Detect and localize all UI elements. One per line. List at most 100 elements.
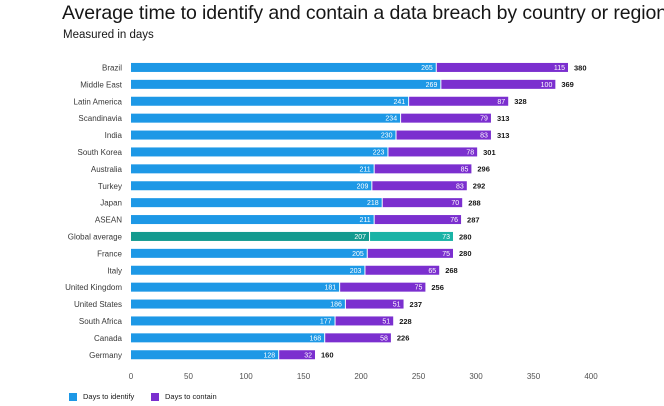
bar-row-latin-america: Latin America 241 87 328 — [74, 96, 527, 106]
bar-row-brazil: Brazil 265 115 380 — [102, 62, 587, 72]
bar-identify — [131, 147, 388, 157]
bar-identify — [131, 164, 374, 174]
bar-contain — [436, 62, 568, 72]
bar-contain — [340, 282, 426, 292]
total-label: 256 — [431, 283, 444, 292]
total-label: 301 — [483, 148, 496, 157]
category-label: Global average — [68, 232, 123, 241]
value-label-identify: 223 — [373, 149, 385, 156]
category-label: Middle East — [80, 80, 123, 89]
bar-contain — [374, 164, 472, 174]
value-label-identify: 211 — [359, 217, 370, 224]
value-label-identify: 207 — [354, 234, 366, 241]
bar-contain — [396, 130, 491, 140]
bar-identify — [131, 333, 325, 343]
legend-item-contain: Days to contain — [151, 392, 217, 401]
value-label-contain: 87 — [497, 99, 505, 106]
bar-identify — [131, 231, 370, 241]
x-tick-label: 350 — [527, 372, 541, 381]
value-label-identify: 168 — [310, 335, 322, 342]
bar-row-canada: Canada 168 58 226 — [94, 333, 409, 343]
value-label-identify: 265 — [421, 65, 433, 72]
value-label-identify: 234 — [385, 116, 397, 123]
value-label-identify: 211 — [359, 166, 370, 173]
legend-item-identify: Days to identify — [69, 392, 134, 401]
total-label: 288 — [468, 198, 481, 207]
bar-contain — [374, 215, 462, 225]
bar-identify — [131, 96, 409, 106]
value-label-contain: 78 — [466, 149, 474, 156]
category-label: Scandinavia — [78, 114, 122, 123]
total-label: 369 — [561, 80, 574, 89]
total-label: 287 — [467, 215, 480, 224]
x-tick-label: 250 — [412, 372, 426, 381]
bar-row-australia: Australia 211 85 296 — [91, 164, 490, 174]
total-label: 237 — [410, 300, 423, 309]
category-label: Brazil — [102, 63, 122, 72]
legend-swatch-identify — [69, 392, 77, 401]
bar-identify — [131, 248, 367, 258]
bar-row-germany: Germany 128 32 160 — [89, 350, 334, 360]
bar-identify — [131, 198, 382, 208]
bar-row-south-korea: South Korea 223 78 301 — [78, 147, 496, 157]
total-label: 228 — [399, 317, 412, 326]
value-label-contain: 76 — [450, 217, 458, 224]
category-label: Canada — [94, 334, 123, 343]
x-tick-label: 400 — [584, 372, 598, 381]
category-label: Japan — [100, 199, 122, 208]
value-label-identify: 203 — [350, 268, 362, 275]
x-tick-label: 300 — [469, 372, 483, 381]
bar-row-asean: ASEAN 211 76 287 — [95, 215, 480, 225]
total-label: 296 — [477, 165, 490, 174]
category-label: South Korea — [78, 148, 123, 157]
value-label-contain: 100 — [541, 82, 553, 89]
legend-swatch-contain — [151, 392, 159, 401]
category-label: India — [105, 131, 123, 140]
total-label: 313 — [497, 131, 510, 140]
bar-identify — [131, 62, 436, 72]
bar-identify — [131, 130, 396, 140]
bar-contain — [372, 181, 467, 191]
bar-contain — [279, 350, 315, 360]
x-axis: 0 50 100 150 200 250 300 350 400 — [129, 372, 598, 381]
value-label-contain: 115 — [554, 65, 565, 72]
value-label-contain: 75 — [442, 251, 450, 258]
bar-contain — [388, 147, 478, 157]
value-label-contain: 51 — [393, 302, 401, 309]
bar-row-india: India 230 83 313 — [105, 130, 510, 140]
bar-contain — [401, 113, 491, 123]
category-label: France — [97, 249, 122, 258]
value-label-contain: 75 — [415, 285, 423, 292]
value-label-identify: 128 — [264, 352, 276, 359]
bar-row-italy: Italy 203 65 268 — [107, 265, 458, 275]
value-label-identify: 205 — [352, 251, 364, 258]
value-label-identify: 177 — [320, 318, 332, 325]
bar-row-scandinavia: Scandinavia 234 79 313 — [78, 113, 510, 123]
bar-identify — [131, 282, 340, 292]
bar-row-france: France 205 75 280 — [97, 248, 472, 258]
legend-label-identify: Days to identify — [83, 392, 135, 401]
total-label: 313 — [497, 114, 510, 123]
bar-identify — [131, 299, 345, 309]
category-label: ASEAN — [95, 216, 122, 225]
bar-contain — [382, 198, 463, 208]
category-label: Australia — [91, 165, 123, 174]
bar-contain — [345, 299, 404, 309]
bar-row-middle-east: Middle East 269 100 369 — [80, 79, 574, 89]
bar-row-global-average: Global average 207 73 280 — [68, 231, 472, 241]
value-label-contain: 85 — [461, 166, 469, 173]
value-label-identify: 269 — [426, 82, 438, 89]
x-tick-label: 150 — [297, 372, 311, 381]
bar-contain — [335, 316, 394, 326]
value-label-identify: 218 — [367, 200, 379, 207]
bar-contain — [367, 248, 453, 258]
bar-identify — [131, 316, 335, 326]
bar-identify — [131, 215, 374, 225]
value-label-contain: 70 — [451, 200, 459, 207]
total-label: 160 — [321, 351, 334, 360]
bar-identify — [131, 79, 441, 89]
x-tick-label: 200 — [354, 372, 368, 381]
x-tick-label: 100 — [239, 372, 253, 381]
category-label: United Kingdom — [65, 283, 122, 292]
